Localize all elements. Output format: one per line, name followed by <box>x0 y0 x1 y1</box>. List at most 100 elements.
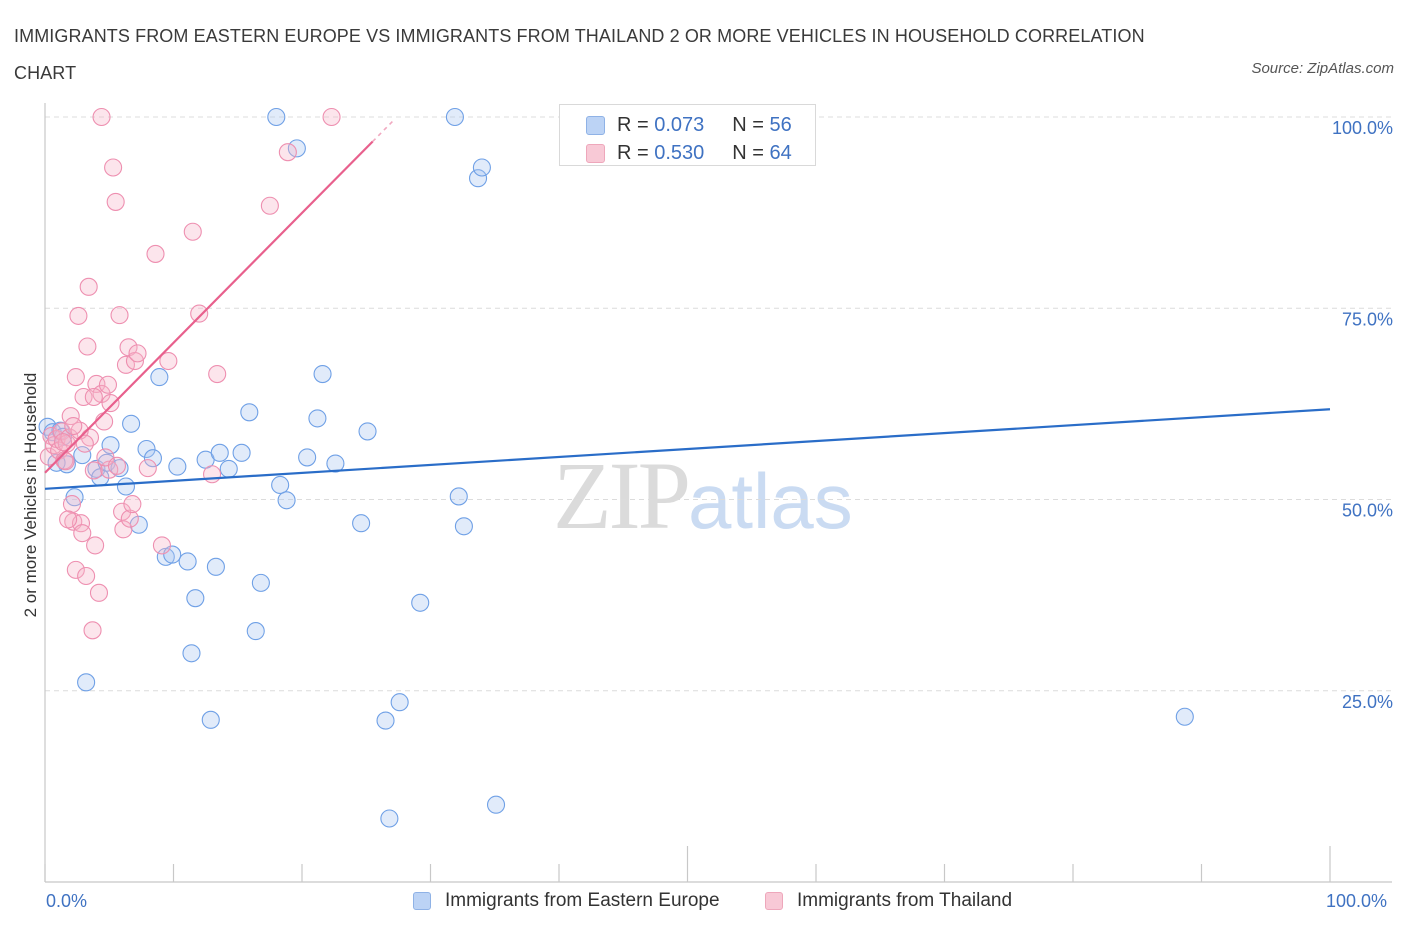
point-eastern-europe <box>298 448 317 467</box>
x-tick-label-min: 0.0% <box>46 891 88 911</box>
trendline-thailand-extension <box>372 120 394 143</box>
stats-row-thailand: R = 0.530 N = 64 <box>586 139 792 167</box>
watermark-atlas: atlas <box>688 457 853 545</box>
r-label: R = <box>617 113 655 136</box>
point-eastern-europe <box>178 552 197 571</box>
point-eastern-europe <box>201 710 220 729</box>
point-thailand <box>84 387 103 407</box>
point-eastern-europe <box>186 589 205 608</box>
legend-label-eastern-europe: Immigrants from Eastern Europe <box>445 890 720 911</box>
stats-legend: R = 0.073 N = 56 R = 0.530 N = 64 <box>559 104 816 166</box>
point-thailand <box>278 143 297 162</box>
point-eastern-europe <box>352 514 371 533</box>
point-thailand <box>77 566 96 586</box>
point-eastern-europe <box>143 449 162 468</box>
r-value-thailand: 0.530 <box>654 141 705 164</box>
point-eastern-europe <box>486 795 506 814</box>
point-thailand <box>114 520 133 539</box>
point-eastern-europe <box>150 368 169 387</box>
point-thailand <box>152 536 171 555</box>
point-eastern-europe <box>287 139 306 158</box>
point-eastern-europe <box>219 459 238 478</box>
r-label: R = <box>617 141 655 164</box>
point-thailand <box>74 387 93 407</box>
point-thailand <box>75 434 94 453</box>
point-eastern-europe <box>137 439 156 459</box>
point-eastern-europe <box>168 457 187 476</box>
point-thailand <box>183 222 202 241</box>
trendline-thailand <box>44 140 374 474</box>
point-thailand <box>64 417 83 436</box>
point-thailand <box>62 495 82 514</box>
point-eastern-europe <box>380 809 399 828</box>
point-eastern-europe <box>206 557 225 576</box>
legend-swatch-blue <box>413 892 431 910</box>
bottom-legend: Immigrants from Eastern Europe Immigrant… <box>0 888 1406 918</box>
point-thailand <box>98 375 118 394</box>
pink-swatch <box>586 143 605 163</box>
point-thailand <box>110 306 129 325</box>
point-eastern-europe <box>77 673 96 692</box>
point-thailand <box>146 244 165 263</box>
point-thailand <box>95 412 114 431</box>
point-eastern-europe <box>445 107 464 127</box>
point-eastern-europe <box>116 477 136 496</box>
point-thailand <box>69 306 88 325</box>
y-tick-label: 100.0% <box>1332 118 1393 138</box>
point-thailand <box>39 447 58 466</box>
r-value-eastern-europe: 0.073 <box>654 113 705 136</box>
point-thailand <box>104 158 123 177</box>
point-eastern-europe <box>267 107 286 127</box>
point-eastern-europe <box>358 422 377 441</box>
watermark-zip: ZIP <box>553 442 691 549</box>
point-thailand <box>190 304 209 323</box>
y-tick-label: 75.0% <box>1342 309 1393 329</box>
point-thailand <box>113 502 132 521</box>
point-eastern-europe <box>251 573 270 592</box>
n-value-thailand: 64 <box>769 141 792 164</box>
blue-swatch <box>586 115 605 135</box>
point-thailand <box>203 465 222 484</box>
point-thailand <box>56 452 75 471</box>
x-tick-label-max: 100.0% <box>1326 891 1388 911</box>
zipatlas-watermark: ZIPatlas <box>553 440 853 551</box>
point-thailand <box>73 524 92 543</box>
point-thailand <box>116 355 136 374</box>
point-eastern-europe <box>472 158 491 177</box>
point-thailand <box>53 433 73 452</box>
point-eastern-europe <box>182 644 201 663</box>
point-thailand <box>159 351 178 371</box>
point-thailand <box>260 196 279 215</box>
point-eastern-europe <box>210 443 229 462</box>
point-eastern-europe <box>326 454 345 473</box>
legend-swatch-pink <box>765 892 783 910</box>
point-eastern-europe <box>390 693 409 712</box>
legend-item-eastern-europe[interactable]: Immigrants from Eastern Europe <box>413 890 720 912</box>
point-thailand <box>107 456 127 475</box>
legend-label-thailand: Immigrants from Thailand <box>797 890 1013 911</box>
point-thailand <box>66 560 85 579</box>
point-eastern-europe <box>73 446 92 465</box>
trendline-eastern-europe <box>44 408 1331 490</box>
n-label: N = <box>732 113 770 136</box>
point-eastern-europe <box>277 491 296 510</box>
legend-item-thailand[interactable]: Immigrants from Thailand <box>765 890 1012 912</box>
n-label: N = <box>732 141 770 164</box>
point-thailand <box>86 536 105 555</box>
point-thailand <box>79 277 98 296</box>
stats-row-eastern-europe: R = 0.073 N = 56 <box>586 111 792 139</box>
chart-source: Source: ZipAtlas.com <box>1251 60 1394 77</box>
point-eastern-europe <box>271 475 290 495</box>
point-eastern-europe <box>1175 707 1194 726</box>
point-thailand <box>120 509 139 528</box>
point-eastern-europe <box>468 169 488 188</box>
point-eastern-europe <box>376 711 395 730</box>
point-thailand <box>101 394 120 413</box>
point-thailand <box>59 510 78 529</box>
point-thailand <box>123 495 142 514</box>
point-thailand <box>60 428 79 447</box>
point-thailand <box>138 459 157 478</box>
point-thailand <box>78 337 97 356</box>
point-eastern-europe <box>411 593 430 612</box>
